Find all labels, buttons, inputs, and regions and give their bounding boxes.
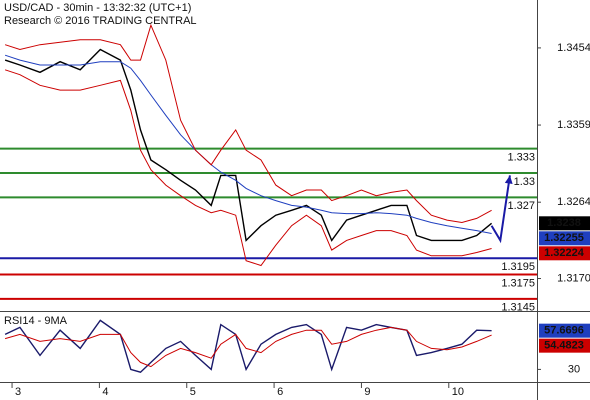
y-tick-label: 1.3359 bbox=[557, 119, 590, 131]
price-label: 1.32224 bbox=[544, 247, 585, 259]
price-label-box bbox=[539, 323, 590, 338]
level-label: 1.327 bbox=[507, 200, 535, 212]
x-tick-label: 3 bbox=[15, 386, 21, 398]
indicator-line bbox=[4, 69, 492, 267]
chart-title: USD/CAD - 30min - 13:32:32 (UTC+1) bbox=[4, 2, 191, 14]
x-tick-label: 9 bbox=[364, 386, 370, 398]
x-tick-label: 6 bbox=[277, 386, 283, 398]
y-tick-label: 30 bbox=[568, 363, 580, 375]
price-label-box bbox=[539, 231, 590, 246]
y-tick-label: 1.3170 bbox=[557, 272, 590, 284]
level-label: 1.3145 bbox=[501, 302, 535, 314]
x-tick-label: 10 bbox=[452, 386, 464, 398]
y-tick-label: 1.3264 bbox=[557, 196, 590, 208]
price-label: 1.32255 bbox=[544, 232, 584, 244]
price-label-box bbox=[539, 216, 590, 231]
price-label-box bbox=[539, 338, 590, 353]
chart-subtitle: Research © 2016 TRADING CENTRAL bbox=[4, 15, 197, 27]
level-label: 1.333 bbox=[507, 152, 535, 164]
indicator-line bbox=[4, 23, 492, 224]
level-label: 1.3175 bbox=[501, 277, 535, 289]
price-label: 54.4823 bbox=[544, 340, 584, 352]
level-label: 1.3195 bbox=[501, 261, 535, 273]
price-label: 57.6696 bbox=[544, 325, 584, 337]
y-tick-label: 1.3454 bbox=[557, 42, 590, 54]
price-label-box bbox=[539, 246, 590, 261]
price-label: 1.3238 bbox=[547, 217, 581, 229]
price-line bbox=[4, 319, 492, 373]
level-label: 1.33 bbox=[514, 176, 535, 188]
indicator-title: RSI14 - 9MA bbox=[4, 315, 68, 327]
projection-arrowhead bbox=[504, 175, 513, 184]
indicator-line bbox=[4, 54, 492, 234]
x-tick-label: 4 bbox=[102, 386, 108, 398]
x-tick-label: 5 bbox=[190, 386, 196, 398]
indicator-line bbox=[4, 326, 492, 368]
projection-line bbox=[490, 175, 511, 244]
price-line bbox=[4, 48, 493, 242]
